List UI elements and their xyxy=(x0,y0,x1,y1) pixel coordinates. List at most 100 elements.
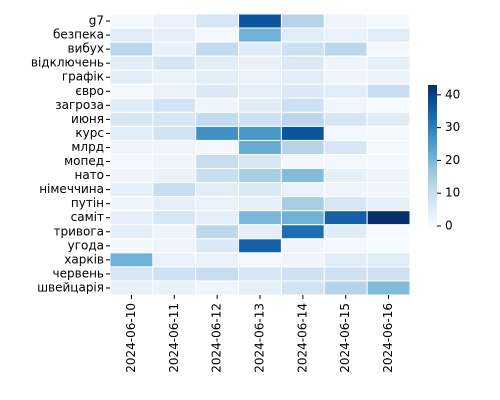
heatmap-cell xyxy=(238,238,282,254)
colorbar-tick-label: 10 xyxy=(445,186,460,200)
heatmap-cell xyxy=(109,238,154,254)
heatmap-cell xyxy=(109,154,154,170)
y-tick-label: саміт xyxy=(71,210,104,224)
heatmap-cell xyxy=(238,252,282,268)
heatmap-cell xyxy=(195,111,240,127)
heatmap-cell xyxy=(366,111,411,127)
y-tick-label: безпека xyxy=(53,28,104,42)
heatmap-cell xyxy=(152,210,197,226)
heatmap-cell xyxy=(109,266,154,282)
heatmap-cell xyxy=(238,139,282,155)
heatmap-cell xyxy=(366,280,411,296)
heatmap-cell xyxy=(238,111,282,127)
x-tick-label: 2024-06-16 xyxy=(381,303,395,373)
heatmap-cell xyxy=(280,252,325,268)
heatmap-cell xyxy=(152,125,197,141)
heatmap-cell xyxy=(109,97,154,113)
heatmap-cell xyxy=(195,280,240,296)
heatmap-cell xyxy=(323,238,368,254)
heatmap-cell xyxy=(238,196,282,212)
heatmap-cell xyxy=(152,266,197,282)
heatmap-cell xyxy=(195,139,240,155)
heatmap-cell xyxy=(238,27,282,43)
heatmap-cell xyxy=(152,182,197,198)
x-tick-label: 2024-06-15 xyxy=(338,303,352,373)
heatmap-cell xyxy=(238,125,282,141)
heatmap-cell xyxy=(152,83,197,99)
heatmap-cell xyxy=(323,210,368,226)
heatmap-cell xyxy=(152,280,197,296)
heatmap-cell xyxy=(152,139,197,155)
heatmap-cell xyxy=(152,111,197,127)
y-tick-label: вибух xyxy=(68,42,104,56)
heatmap-cell xyxy=(366,196,411,212)
heatmap-cell xyxy=(323,196,368,212)
heatmap-cell xyxy=(280,139,325,155)
heatmap-cell xyxy=(238,182,282,198)
heatmap-cell xyxy=(195,55,240,71)
heatmap-cell xyxy=(109,280,154,296)
heatmap-cell xyxy=(238,266,282,282)
heatmap-cell xyxy=(109,83,154,99)
heatmap-cell xyxy=(280,224,325,240)
heatmap-cell xyxy=(195,69,240,85)
heatmap-cell xyxy=(323,27,368,43)
heatmap-cell xyxy=(323,125,368,141)
heatmap-cell xyxy=(238,154,282,170)
heatmap-cell xyxy=(195,125,240,141)
heatmap-cell xyxy=(323,97,368,113)
y-tick-label: швейцарія xyxy=(37,280,104,294)
heatmap-cell xyxy=(323,168,368,184)
heatmap-cell xyxy=(195,41,240,57)
colorbar-tick-label: 30 xyxy=(445,120,460,134)
heatmap-cell xyxy=(280,238,325,254)
y-tick-label: червень xyxy=(53,266,104,280)
y-tick-label: июня xyxy=(71,112,104,126)
heatmap-cell xyxy=(280,168,325,184)
heatmap-cell xyxy=(323,182,368,198)
heatmap-cell xyxy=(109,111,154,127)
colorbar-tick-label: 20 xyxy=(445,153,460,167)
heatmap-cell xyxy=(195,27,240,43)
y-tick-labels: g7безпекавибухвідключеньграфікєврозагроз… xyxy=(31,14,110,294)
heatmap-cell xyxy=(152,27,197,43)
heatmap-cell xyxy=(280,182,325,198)
heatmap-cell xyxy=(238,210,282,226)
heatmap-cell xyxy=(238,41,282,57)
heatmap-cell xyxy=(280,41,325,57)
heatmap-cell xyxy=(238,55,282,71)
heatmap-cell xyxy=(280,111,325,127)
heatmap-cell xyxy=(195,252,240,268)
y-tick-label: євро xyxy=(75,84,104,98)
y-tick-label: мопед xyxy=(64,154,104,168)
heatmap-cell xyxy=(109,125,154,141)
heatmap-cell xyxy=(280,83,325,99)
heatmap-cell xyxy=(238,168,282,184)
heatmap-cell xyxy=(323,280,368,296)
heatmap-cell xyxy=(280,69,325,85)
x-tick-label: 2024-06-13 xyxy=(253,303,267,373)
heatmap-cell xyxy=(238,224,282,240)
heatmap-cells xyxy=(109,13,411,296)
heatmap-cell xyxy=(280,13,325,29)
heatmap-cell xyxy=(323,13,368,29)
heatmap-cell xyxy=(109,27,154,43)
heatmap-cell xyxy=(366,41,411,57)
heatmap-cell xyxy=(109,139,154,155)
y-tick-label: угода xyxy=(68,238,104,252)
heatmap-cell xyxy=(280,196,325,212)
heatmap-cell xyxy=(238,83,282,99)
y-tick-label: нато xyxy=(74,168,104,182)
heatmap-cell xyxy=(109,224,154,240)
heatmap-cell xyxy=(152,41,197,57)
heatmap-cell xyxy=(366,238,411,254)
heatmap-cell xyxy=(323,139,368,155)
heatmap-cell xyxy=(109,252,154,268)
heatmap-cell xyxy=(280,97,325,113)
heatmap-cell xyxy=(109,41,154,57)
heatmap-cell xyxy=(152,97,197,113)
x-tick-label: 2024-06-14 xyxy=(295,303,309,373)
heatmap-cell xyxy=(280,27,325,43)
heatmap-cell xyxy=(280,154,325,170)
heatmap-cell xyxy=(280,55,325,71)
